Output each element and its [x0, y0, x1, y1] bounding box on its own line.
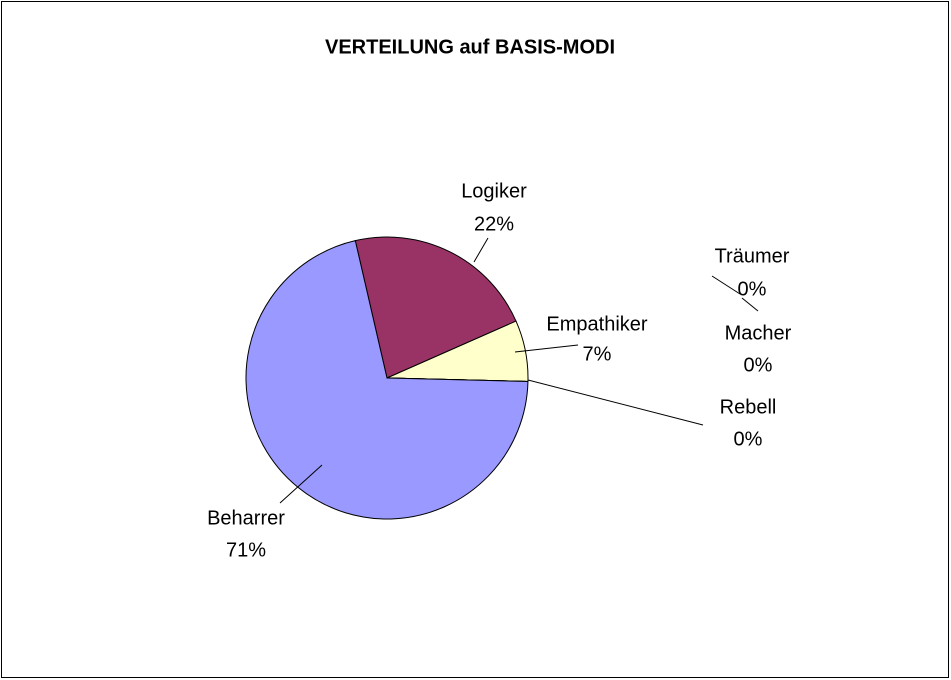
slice-value-label: 0%	[734, 428, 763, 450]
leader-line	[741, 297, 759, 312]
slice-value-label: 0%	[744, 354, 773, 376]
slice-label: Empathiker	[546, 313, 647, 335]
leader-line	[473, 237, 489, 263]
slice-value-label: 71%	[226, 539, 266, 561]
leader-line	[711, 275, 741, 295]
leader-line	[514, 344, 579, 353]
slice-value-label: 7%	[583, 343, 612, 365]
slice-label: Logiker	[461, 180, 527, 202]
leader-line	[527, 379, 704, 426]
pie-slice	[354, 236, 517, 379]
chart-title: VERTEILUNG auf BASIS-MODI	[325, 36, 615, 58]
slice-label: Beharrer	[207, 507, 285, 529]
slice-value-label: 22%	[474, 213, 514, 235]
slice-value-label: 0%	[738, 278, 767, 300]
leader-line	[279, 464, 323, 504]
slice-label: Macher	[725, 322, 792, 344]
slice-label: Rebell	[720, 396, 777, 418]
slice-label: Träumer	[715, 245, 790, 267]
